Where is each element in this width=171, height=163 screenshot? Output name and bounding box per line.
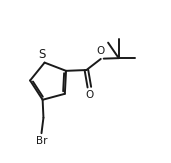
Text: O: O — [86, 90, 94, 100]
Text: O: O — [96, 46, 104, 56]
Text: Br: Br — [36, 136, 48, 146]
Text: S: S — [38, 48, 45, 61]
